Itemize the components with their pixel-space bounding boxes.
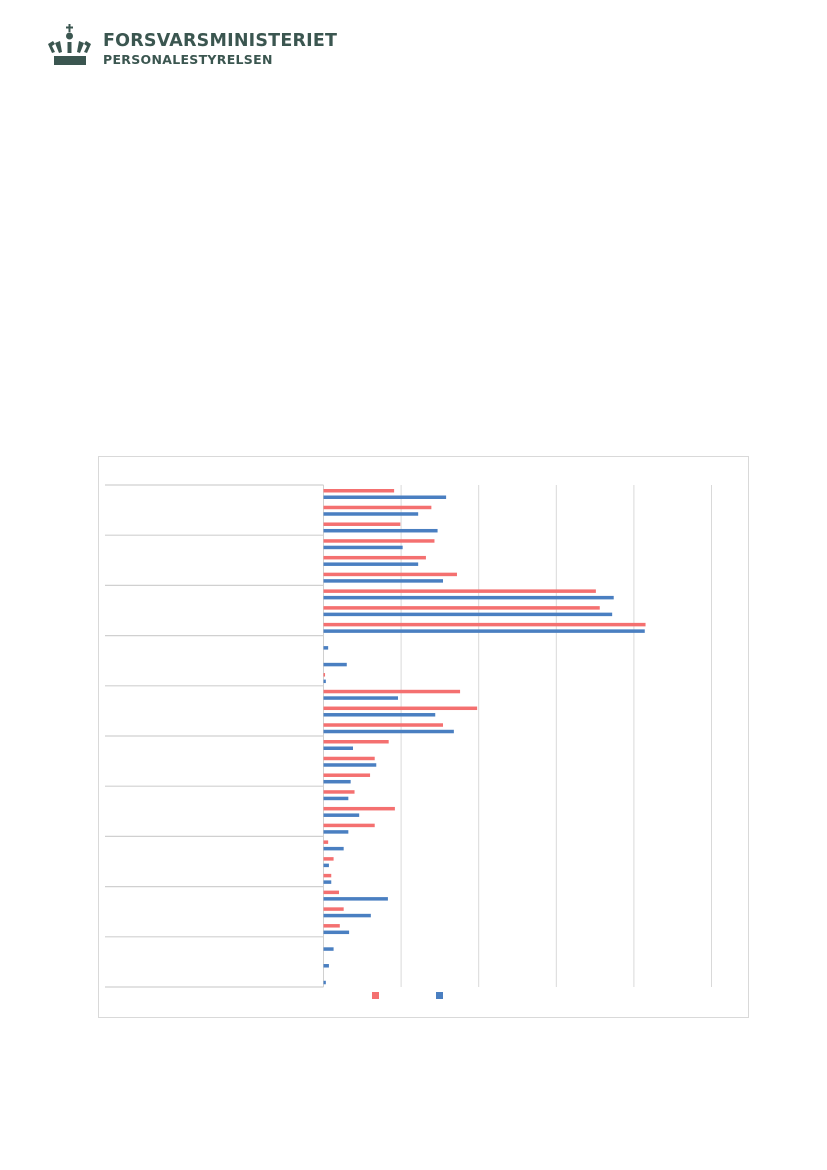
bar-series1 xyxy=(323,873,332,878)
bar-series2 xyxy=(323,863,329,868)
bar-series1 xyxy=(323,924,340,928)
bar-series1 xyxy=(323,606,600,610)
bar-series2 xyxy=(323,545,403,550)
bar-series1 xyxy=(323,673,326,677)
bar-series1 xyxy=(323,572,457,577)
bar-series1 xyxy=(323,723,444,727)
bar-series2 xyxy=(323,512,419,516)
bar-series1 xyxy=(323,756,375,761)
crown-logo-icon xyxy=(48,24,91,65)
bar-series2 xyxy=(323,930,350,935)
bar-series2 xyxy=(323,813,360,817)
bar-series1 xyxy=(323,505,432,510)
bar-series1 xyxy=(323,857,334,861)
bar-series1 xyxy=(323,740,389,744)
bar-series1 xyxy=(323,555,426,560)
logo-line2: PERSONALESTYRELSEN xyxy=(103,51,273,67)
bar-series2 xyxy=(323,980,326,985)
bar-series2 xyxy=(323,579,444,583)
bar-series2 xyxy=(323,595,614,600)
bar-series2 xyxy=(323,779,351,784)
bar-series1 xyxy=(323,589,596,593)
bar-series1 xyxy=(323,622,646,627)
bar-series2 xyxy=(323,679,326,684)
bar-series2 xyxy=(323,830,349,834)
bar-series2 xyxy=(323,612,613,617)
chart-frame xyxy=(98,456,749,1018)
bar-series1 xyxy=(323,823,375,828)
bar-series2 xyxy=(323,796,349,801)
bar-series1 xyxy=(323,773,371,777)
bar-series1 xyxy=(323,522,401,526)
bar-series2 xyxy=(323,495,447,499)
bar-series2 xyxy=(323,947,334,951)
bar-series2 xyxy=(323,846,344,851)
bar-series2 xyxy=(323,662,347,667)
logo-line1: FORSVARSMINISTERIET xyxy=(103,31,338,51)
bar-series2 xyxy=(323,696,398,700)
bar-series1 xyxy=(323,489,395,493)
bar-series2 xyxy=(323,528,438,533)
bar-series2 xyxy=(323,713,436,717)
bar-series1 xyxy=(323,840,329,844)
bar-series1 xyxy=(323,539,435,543)
bar-series2 xyxy=(323,913,371,918)
bar-series2 xyxy=(323,562,419,566)
legend-swatch-series1 xyxy=(372,992,379,999)
bar-series2 xyxy=(323,880,332,884)
bar-series1 xyxy=(323,907,344,911)
bar-series2 xyxy=(323,897,388,901)
bar-series2 xyxy=(323,746,353,750)
bar-series1 xyxy=(323,689,461,694)
bar-series2 xyxy=(323,729,454,734)
logo-text: FORSVARSMINISTERIET PERSONALESTYRELSEN xyxy=(103,31,338,67)
bar-series1 xyxy=(323,890,340,895)
bar-series1 xyxy=(323,790,355,794)
bar-series2 xyxy=(323,646,329,650)
bar-series2 xyxy=(323,964,329,968)
bar-series1 xyxy=(323,706,478,711)
bar-series2 xyxy=(323,763,377,767)
bar-series1 xyxy=(323,806,395,811)
bar-series2 xyxy=(323,629,645,633)
legend-swatch-series2 xyxy=(436,992,443,999)
